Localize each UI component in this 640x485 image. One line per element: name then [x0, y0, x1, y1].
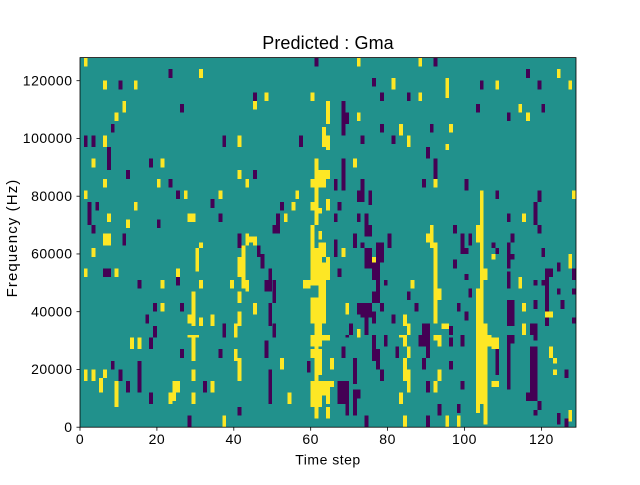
svg-text:20000: 20000 — [31, 361, 72, 377]
svg-text:80000: 80000 — [31, 188, 72, 204]
svg-text:60: 60 — [302, 431, 319, 447]
svg-text:0: 0 — [64, 419, 72, 435]
svg-text:Frequency (Hz): Frequency (Hz) — [4, 179, 21, 298]
svg-text:20: 20 — [149, 431, 166, 447]
svg-text:0: 0 — [76, 431, 84, 447]
svg-text:120000: 120000 — [23, 72, 73, 88]
svg-text:Time step: Time step — [295, 452, 360, 468]
svg-text:60000: 60000 — [31, 246, 72, 262]
svg-text:Predicted : Gma: Predicted : Gma — [262, 33, 394, 53]
svg-text:100: 100 — [452, 431, 477, 447]
svg-text:40000: 40000 — [31, 303, 72, 319]
svg-text:80: 80 — [379, 431, 396, 447]
svg-text:120: 120 — [529, 431, 554, 447]
svg-text:100000: 100000 — [23, 130, 73, 146]
svg-text:40: 40 — [226, 431, 243, 447]
